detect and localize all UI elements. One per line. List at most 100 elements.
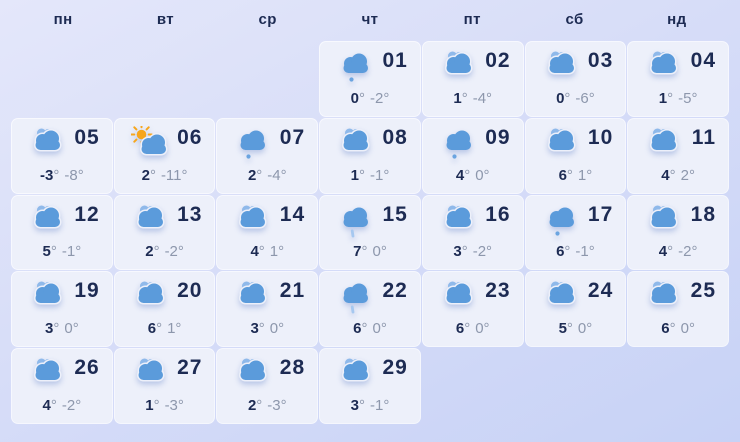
clouds-icon [28, 126, 68, 162]
clouds-icon [542, 126, 582, 162]
temp-high: 6 [661, 320, 670, 338]
day-cell[interactable]: 08 1° -1° [320, 118, 420, 193]
day-cell[interactable]: 17 6° -1° [525, 195, 626, 270]
temp-high: 4 [250, 243, 259, 261]
day-cell[interactable]: 19 3° 0° [12, 272, 112, 347]
cloud-rain-icon [336, 203, 376, 239]
day-number: 01 [382, 49, 408, 72]
day-cell[interactable]: 10 6° 1° [525, 118, 626, 193]
day-number: 18 [690, 202, 716, 226]
weekday-label: ср [258, 11, 277, 28]
day-cell[interactable]: 14 4° 1° [217, 195, 318, 270]
degree-symbol: ° [464, 320, 471, 338]
temp-high: 6 [455, 320, 465, 338]
degree-symbol: ° [564, 89, 571, 107]
day-cell[interactable]: 27 1° -3° [114, 349, 215, 423]
temp-high: 1 [145, 397, 154, 414]
degree-symbol: ° [361, 243, 368, 261]
clouds-icon [644, 126, 684, 162]
day-cell[interactable]: 12 5° -1° [12, 195, 112, 270]
day-number: 12 [74, 202, 100, 226]
day-number: 08 [382, 125, 408, 149]
temp-high: 2 [145, 243, 154, 261]
temp-high: 1 [453, 89, 462, 107]
temperature-range: 2° -2° [115, 243, 215, 260]
temperature-range: 5° 0° [526, 320, 626, 337]
day-number: 21 [279, 279, 306, 303]
degree-symbol: ° [486, 243, 493, 261]
temp-high: 4 [455, 166, 465, 184]
day-cell[interactable]: 01 0° -2° [320, 42, 420, 116]
clouds-icon [644, 49, 684, 85]
cloud-rain-icon [336, 279, 376, 315]
sun-cloud-icon [130, 123, 171, 162]
day-cell[interactable]: 04 1° -5° [628, 42, 728, 116]
temperature-range: 3° -2° [423, 243, 523, 260]
degree-symbol: ° [280, 166, 287, 184]
degree-symbol: ° [153, 243, 160, 261]
temp-high: 1 [658, 89, 668, 107]
temperature-range: 2° -3° [217, 397, 317, 414]
day-cell[interactable]: 21 3° 0° [217, 272, 318, 347]
clouds-icon [131, 356, 171, 392]
degree-symbol: ° [77, 166, 84, 184]
clouds-icon [28, 356, 68, 392]
cloud-snow-icon [439, 126, 479, 162]
degree-symbol: ° [156, 320, 163, 338]
degree-symbol: ° [280, 397, 287, 414]
temp-low: 0 [372, 243, 381, 261]
degree-symbol: ° [361, 320, 368, 338]
clouds-icon [336, 356, 376, 392]
day-cell[interactable]: 09 4° 0° [422, 118, 523, 193]
day-number: 07 [279, 125, 306, 149]
temperature-range: -3° -8° [12, 167, 112, 184]
day-cell[interactable]: 16 3° -2° [422, 195, 523, 270]
clouds-icon [131, 203, 171, 239]
degree-symbol: ° [669, 166, 676, 184]
day-cell[interactable]: 23 6° 0° [422, 272, 523, 347]
day-cell[interactable]: 25 6° 0° [628, 272, 728, 347]
weekday-row: пн вт ср чт пт сб нд [12, 0, 728, 28]
day-cell[interactable]: 02 1° -4° [422, 42, 523, 116]
day-cell[interactable]: 20 6° 1° [114, 272, 215, 347]
day-cell[interactable]: 18 4° -2° [628, 195, 728, 270]
temperature-range: 4° -2° [12, 397, 112, 414]
temperature-range: 4° 1° [217, 243, 317, 260]
day-cell[interactable]: 28 2° -3° [217, 349, 318, 423]
temperature-range: 4° 2° [628, 167, 728, 184]
temp-low: -2 [369, 89, 384, 107]
temp-high: 7 [353, 243, 362, 261]
degree-symbol: ° [383, 89, 390, 107]
degree-symbol: ° [464, 166, 471, 184]
clouds-icon [644, 279, 684, 315]
day-cell[interactable]: 06 2° -11° [114, 118, 215, 193]
day-cell[interactable]: 11 4° 2° [628, 118, 728, 193]
temp-low: -6 [575, 89, 589, 107]
clouds-icon [439, 203, 479, 239]
day-cell[interactable]: 29 3° -1° [320, 349, 420, 423]
day-cell[interactable]: 15 7° 0° [320, 195, 420, 270]
day-cell[interactable]: 07 2° -4° [217, 118, 318, 193]
day-cell[interactable]: 22 6° 0° [320, 272, 420, 347]
day-cell[interactable]: 05 -3° -8° [12, 118, 112, 193]
day-cell[interactable]: 24 5° 0° [525, 272, 626, 347]
cloud-snow-icon [336, 49, 376, 85]
degree-symbol: ° [72, 320, 79, 338]
degree-symbol: ° [177, 243, 184, 261]
day-cell[interactable]: 26 4° -2° [12, 349, 112, 423]
day-number: 17 [587, 202, 614, 226]
temperature-range: 4° 0° [423, 167, 523, 184]
temp-low: -2 [472, 243, 487, 261]
degree-symbol: ° [380, 320, 387, 338]
temp-high: 3 [250, 320, 259, 338]
temp-high: 0 [350, 89, 359, 107]
temperature-range: 3° 0° [217, 320, 317, 337]
degree-symbol: ° [53, 320, 60, 338]
temperature-range: 0° -6° [526, 90, 626, 107]
temp-low: -11 [160, 166, 182, 184]
day-cell[interactable]: 13 2° -2° [114, 195, 215, 270]
degree-symbol: ° [181, 166, 188, 184]
degree-symbol: ° [75, 397, 82, 414]
day-cell[interactable]: 03 0° -6° [525, 42, 626, 116]
degree-symbol: ° [566, 320, 573, 338]
